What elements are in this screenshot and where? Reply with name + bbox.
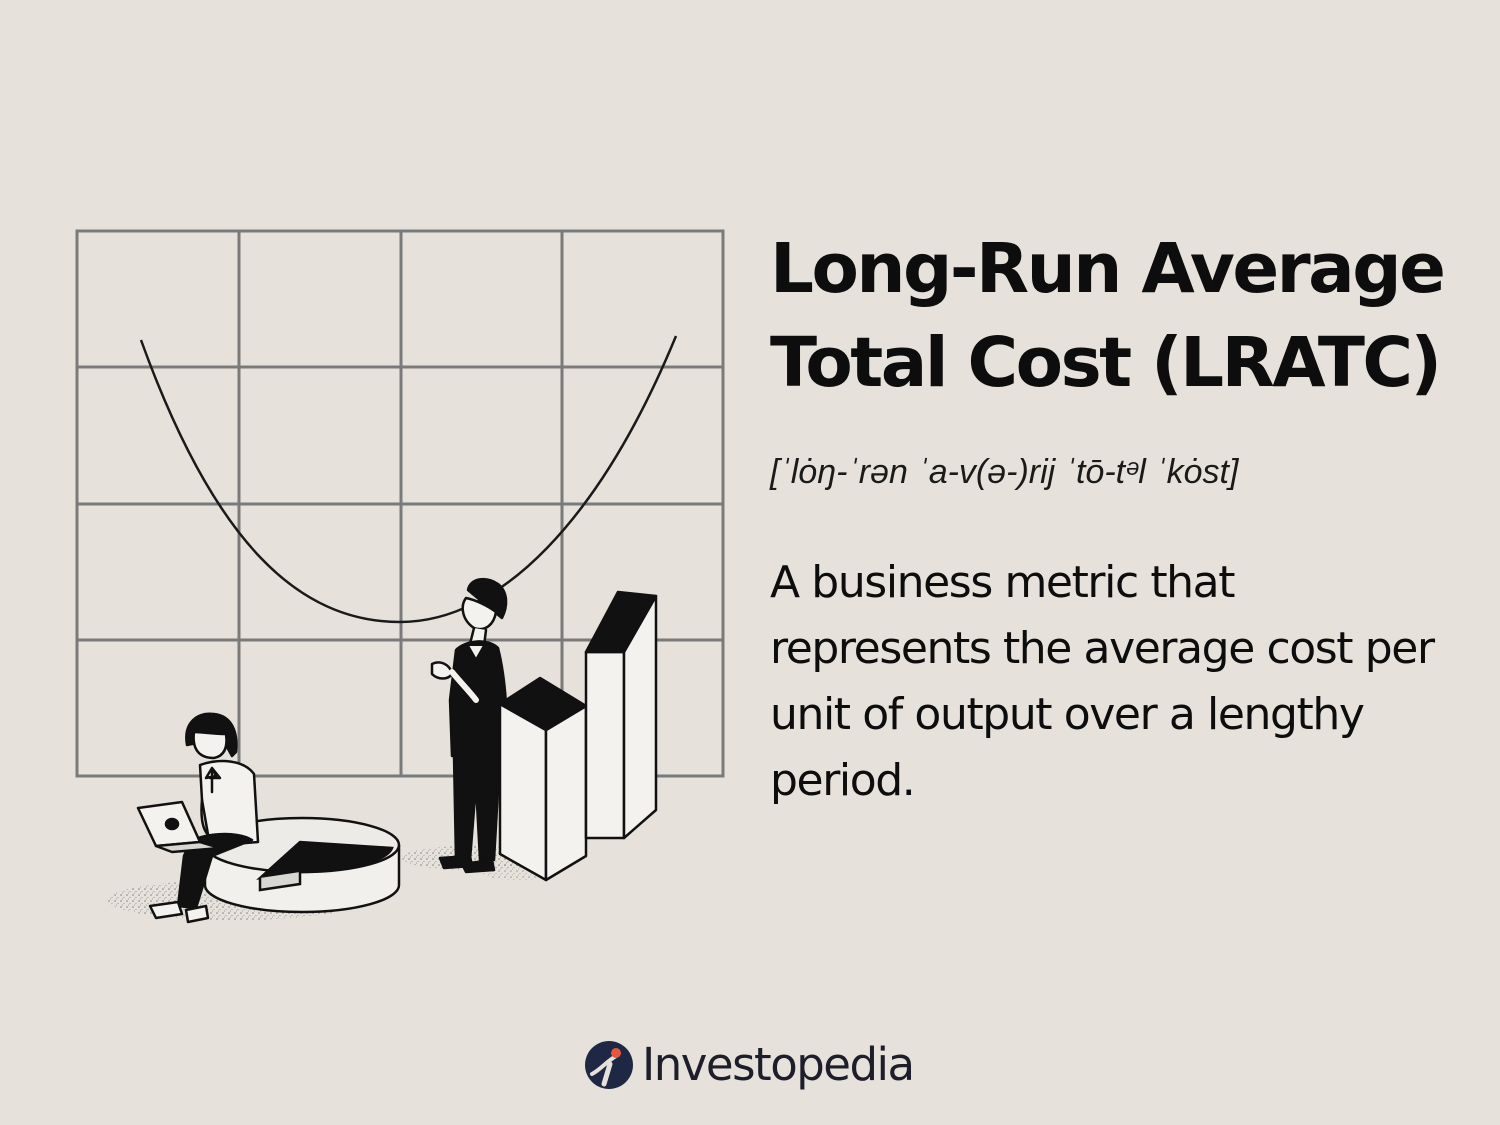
lratc-curve <box>139 335 678 624</box>
brand-name: Investopedia <box>642 1038 915 1091</box>
pronunciation-text: [ˈlȯŋ-ˈrən ˈa-v(ə-)rij ˈtō-tᵊl ˈkȯst] <box>770 453 1239 491</box>
pie-chart-cylinder <box>203 816 401 914</box>
standing-man <box>430 577 508 874</box>
investopedia-logo-icon <box>585 1041 633 1089</box>
tall-bar-3d <box>584 590 658 840</box>
woman-with-laptop <box>136 712 260 924</box>
chart-grid <box>75 229 725 778</box>
cost-curve-illustration <box>75 229 725 924</box>
definition-text: A business metric that represents the av… <box>770 557 1435 806</box>
short-bar-3d <box>498 676 588 882</box>
brand-logo: Investopedia <box>584 1035 915 1095</box>
page-title: Long-Run Average Total Cost (LRATC) <box>770 229 1446 403</box>
